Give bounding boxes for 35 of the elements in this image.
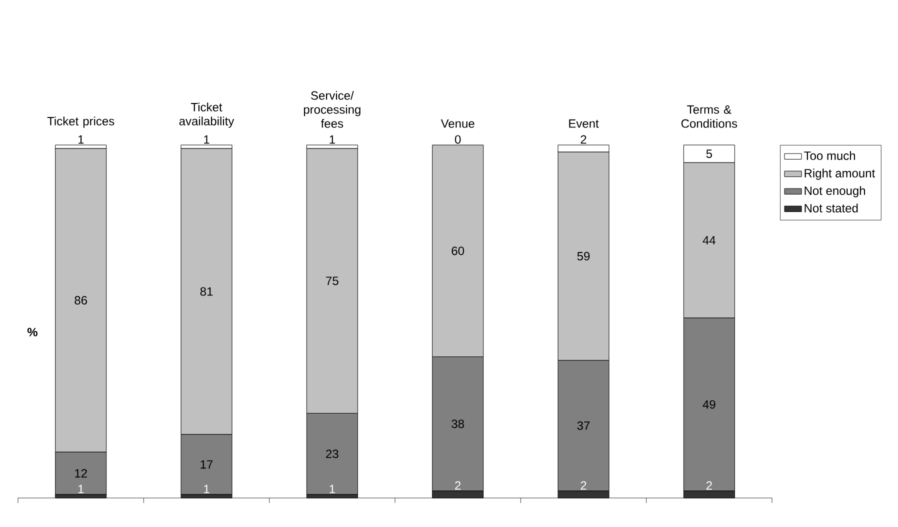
data-label: 23	[326, 450, 338, 458]
x-tick-label: Service/ processing fees	[304, 90, 360, 128]
data-label: 1	[330, 484, 335, 494]
data-label: 86	[74, 296, 87, 305]
data-label: 59	[577, 252, 590, 260]
data-label: 1	[204, 135, 210, 144]
x-tick-label: Terms & Conditions	[681, 105, 738, 128]
x-tick-label: Event	[569, 119, 599, 128]
data-label: 1	[78, 484, 84, 494]
data-label: 0	[454, 135, 461, 144]
data-label: 60	[452, 246, 464, 256]
data-label: 1	[204, 484, 210, 494]
data-label: 2	[580, 481, 586, 490]
data-label: 75	[326, 276, 338, 286]
data-label: 17	[200, 460, 213, 469]
data-label: 44	[702, 236, 716, 244]
legend-label: Right amount	[804, 168, 876, 180]
legend-label: Too much	[804, 151, 856, 160]
data-label: 37	[577, 421, 590, 430]
data-label: 2	[706, 481, 712, 490]
data-label: 49	[702, 400, 716, 409]
data-label: 2	[455, 481, 461, 490]
data-label: 81	[200, 287, 213, 296]
data-label: 5	[706, 150, 712, 158]
data-label: 38	[452, 420, 464, 428]
y-axis-title: %	[27, 328, 38, 336]
x-tick-label: Venue	[440, 119, 474, 128]
legend-label: Not enough	[804, 186, 866, 198]
legend-label: Not stated	[804, 204, 858, 212]
data-label: 1	[330, 135, 335, 144]
x-tick-label: Ticket prices	[47, 116, 114, 128]
data-label: 1	[78, 135, 84, 144]
x-tick-label: Ticket availability	[179, 102, 234, 128]
data-label: 12	[75, 469, 87, 478]
data-label: 2	[580, 135, 586, 144]
